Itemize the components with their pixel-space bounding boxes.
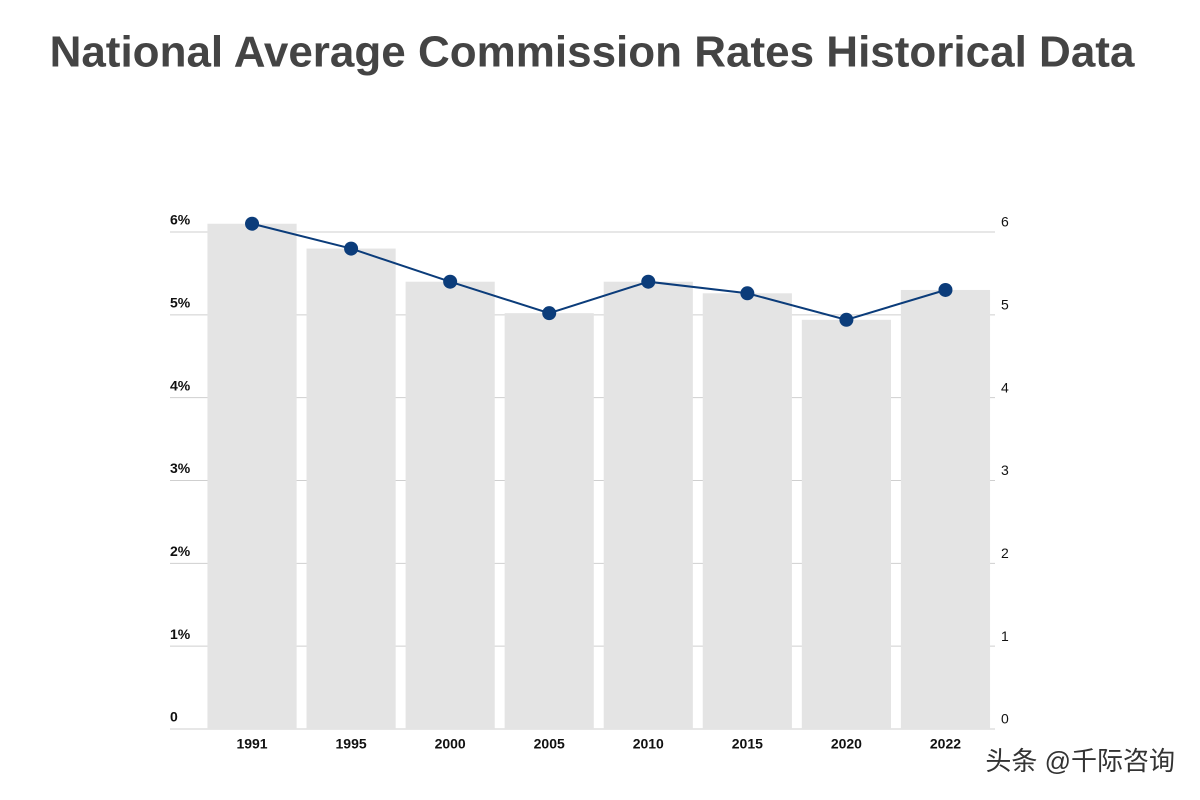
y-tick-label: 0: [170, 709, 178, 725]
line-point: [839, 312, 854, 327]
x-tick-label: 2022: [930, 736, 961, 752]
line-point: [740, 286, 755, 301]
line: [251, 222, 946, 321]
y-tick-label: 4%: [170, 377, 191, 393]
x-tick-label: 2005: [534, 736, 565, 752]
y2-tick-label: 0: [1001, 711, 1009, 727]
line-point: [641, 274, 656, 289]
y2-tick-label: 2: [1001, 545, 1009, 561]
y2-tick-label: 1: [1001, 628, 1009, 644]
y-tick-label: 1%: [170, 626, 191, 642]
x-tick-label: 1995: [336, 736, 367, 752]
x-tick-label: 2015: [732, 736, 763, 752]
chart-title: National Average Commission Rates Histor…: [50, 28, 1135, 77]
x-tick-label: 2020: [831, 736, 862, 752]
bar: [801, 319, 891, 729]
y2-tick-label: 5: [1001, 297, 1009, 313]
y-tick-label: 5%: [170, 295, 191, 311]
x-tick-label: 2010: [633, 736, 664, 752]
bar: [405, 281, 495, 729]
bar: [504, 313, 594, 729]
y2-tick-label: 6: [1001, 214, 1009, 230]
line-point: [542, 306, 557, 321]
bar: [900, 289, 991, 729]
watermark: 头条 @千际咨询: [985, 746, 1175, 776]
bar: [702, 293, 792, 729]
bar: [603, 281, 693, 729]
x-tick-label: 1991: [236, 736, 267, 752]
line-point: [344, 241, 359, 256]
x-tick-label: 2000: [435, 736, 466, 752]
y2-tick-label: 3: [1001, 462, 1009, 478]
line-point: [938, 282, 953, 297]
bar: [306, 248, 396, 730]
bar: [207, 223, 297, 729]
y2-tick-label: 4: [1001, 379, 1009, 395]
line-point: [443, 274, 458, 289]
line-point: [245, 216, 260, 231]
y-tick-label: 3%: [170, 460, 191, 476]
y-tick-label: 6%: [170, 212, 191, 228]
y-tick-label: 2%: [170, 543, 191, 559]
